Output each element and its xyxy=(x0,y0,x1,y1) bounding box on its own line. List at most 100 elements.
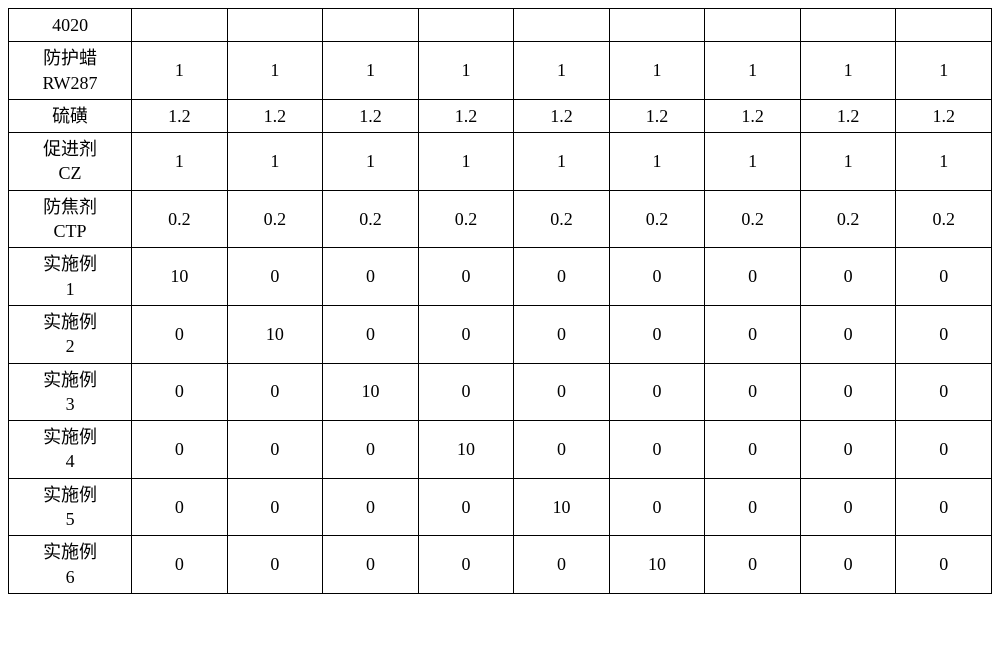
table-cell: 0 xyxy=(800,536,896,594)
table-cell: 0 xyxy=(132,536,228,594)
table-cell: 1 xyxy=(896,42,992,100)
row-label: 实施例6 xyxy=(9,536,132,594)
table-cell: 10 xyxy=(418,421,514,479)
table-cell: 10 xyxy=(132,248,228,306)
table-cell: 0 xyxy=(609,305,705,363)
table-cell: 0.2 xyxy=(800,190,896,248)
table-cell: 0 xyxy=(705,536,801,594)
table-row: 4020 xyxy=(9,9,992,42)
table-cell xyxy=(418,9,514,42)
table-cell: 0 xyxy=(609,363,705,421)
table-cell: 0 xyxy=(227,478,323,536)
table-row: 实施例60000010000 xyxy=(9,536,992,594)
table-cell: 0 xyxy=(418,478,514,536)
row-label: 实施例5 xyxy=(9,478,132,536)
table-row: 实施例11000000000 xyxy=(9,248,992,306)
table-cell: 1.2 xyxy=(132,99,228,132)
table-cell: 0 xyxy=(800,363,896,421)
table-cell xyxy=(132,9,228,42)
table-cell: 0 xyxy=(132,478,228,536)
table-cell: 0 xyxy=(514,536,610,594)
table-cell: 1.2 xyxy=(323,99,419,132)
table-cell: 1.2 xyxy=(609,99,705,132)
table-cell xyxy=(514,9,610,42)
table-row: 实施例20100000000 xyxy=(9,305,992,363)
table-row: 防护蜡RW287111111111 xyxy=(9,42,992,100)
table-cell: 0 xyxy=(418,536,514,594)
row-label: 实施例2 xyxy=(9,305,132,363)
table-cell: 0 xyxy=(896,363,992,421)
table-cell: 0 xyxy=(800,421,896,479)
table-cell: 0 xyxy=(227,536,323,594)
table-cell: 0 xyxy=(323,305,419,363)
table-cell: 0.2 xyxy=(705,190,801,248)
table-cell: 0.2 xyxy=(896,190,992,248)
row-label: 实施例1 xyxy=(9,248,132,306)
table-cell: 1 xyxy=(323,133,419,191)
table-cell: 1 xyxy=(227,42,323,100)
table-cell: 0.2 xyxy=(132,190,228,248)
table-cell: 0 xyxy=(418,363,514,421)
table-row: 硫磺1.21.21.21.21.21.21.21.21.2 xyxy=(9,99,992,132)
table-cell: 1.2 xyxy=(800,99,896,132)
table-cell: 0.2 xyxy=(227,190,323,248)
table-cell: 0.2 xyxy=(323,190,419,248)
table-cell: 0 xyxy=(418,248,514,306)
table-cell: 1 xyxy=(705,42,801,100)
table-cell: 1.2 xyxy=(896,99,992,132)
table-cell: 1 xyxy=(227,133,323,191)
table-cell: 1 xyxy=(132,133,228,191)
table-cell: 0 xyxy=(323,478,419,536)
table-cell: 0 xyxy=(896,421,992,479)
table-cell: 0 xyxy=(705,248,801,306)
table-cell: 1 xyxy=(132,42,228,100)
table-cell: 1 xyxy=(514,42,610,100)
row-label: 防焦剂CTP xyxy=(9,190,132,248)
table-cell: 0 xyxy=(132,363,228,421)
table-cell: 0 xyxy=(896,536,992,594)
table-cell: 0 xyxy=(132,421,228,479)
table-cell: 0 xyxy=(323,536,419,594)
table-cell: 1 xyxy=(514,133,610,191)
table-cell: 1.2 xyxy=(418,99,514,132)
table-cell: 1.2 xyxy=(705,99,801,132)
table-cell: 1 xyxy=(609,42,705,100)
table-cell: 1 xyxy=(418,133,514,191)
table-row: 防焦剂CTP0.20.20.20.20.20.20.20.20.2 xyxy=(9,190,992,248)
table-cell: 0 xyxy=(323,421,419,479)
table-cell: 0 xyxy=(896,305,992,363)
table-cell: 0 xyxy=(227,363,323,421)
table-cell: 0 xyxy=(800,305,896,363)
table-cell: 1 xyxy=(800,42,896,100)
table-cell xyxy=(705,9,801,42)
row-label: 防护蜡RW287 xyxy=(9,42,132,100)
table-cell: 1.2 xyxy=(514,99,610,132)
table-cell: 1 xyxy=(418,42,514,100)
table-cell: 0 xyxy=(323,248,419,306)
row-label: 实施例4 xyxy=(9,421,132,479)
table-cell: 0 xyxy=(609,478,705,536)
data-table: 4020防护蜡RW287111111111硫磺1.21.21.21.21.21.… xyxy=(8,8,992,594)
row-label: 促进剂CZ xyxy=(9,133,132,191)
table-cell: 0 xyxy=(514,421,610,479)
table-cell: 0 xyxy=(514,363,610,421)
table-cell: 0 xyxy=(514,248,610,306)
table-cell xyxy=(800,9,896,42)
table-cell: 0 xyxy=(418,305,514,363)
table-cell: 0.2 xyxy=(514,190,610,248)
row-label: 硫磺 xyxy=(9,99,132,132)
table-cell: 1 xyxy=(896,133,992,191)
table-cell: 10 xyxy=(609,536,705,594)
table-cell: 1 xyxy=(800,133,896,191)
table-cell: 0 xyxy=(705,478,801,536)
table-cell xyxy=(227,9,323,42)
table-cell: 0 xyxy=(800,478,896,536)
table-row: 实施例40001000000 xyxy=(9,421,992,479)
table-cell: 1.2 xyxy=(227,99,323,132)
table-row: 实施例30010000000 xyxy=(9,363,992,421)
table-row: 实施例50000100000 xyxy=(9,478,992,536)
table-cell: 10 xyxy=(323,363,419,421)
table-cell: 0 xyxy=(514,305,610,363)
table-cell: 0 xyxy=(227,248,323,306)
row-label: 4020 xyxy=(9,9,132,42)
